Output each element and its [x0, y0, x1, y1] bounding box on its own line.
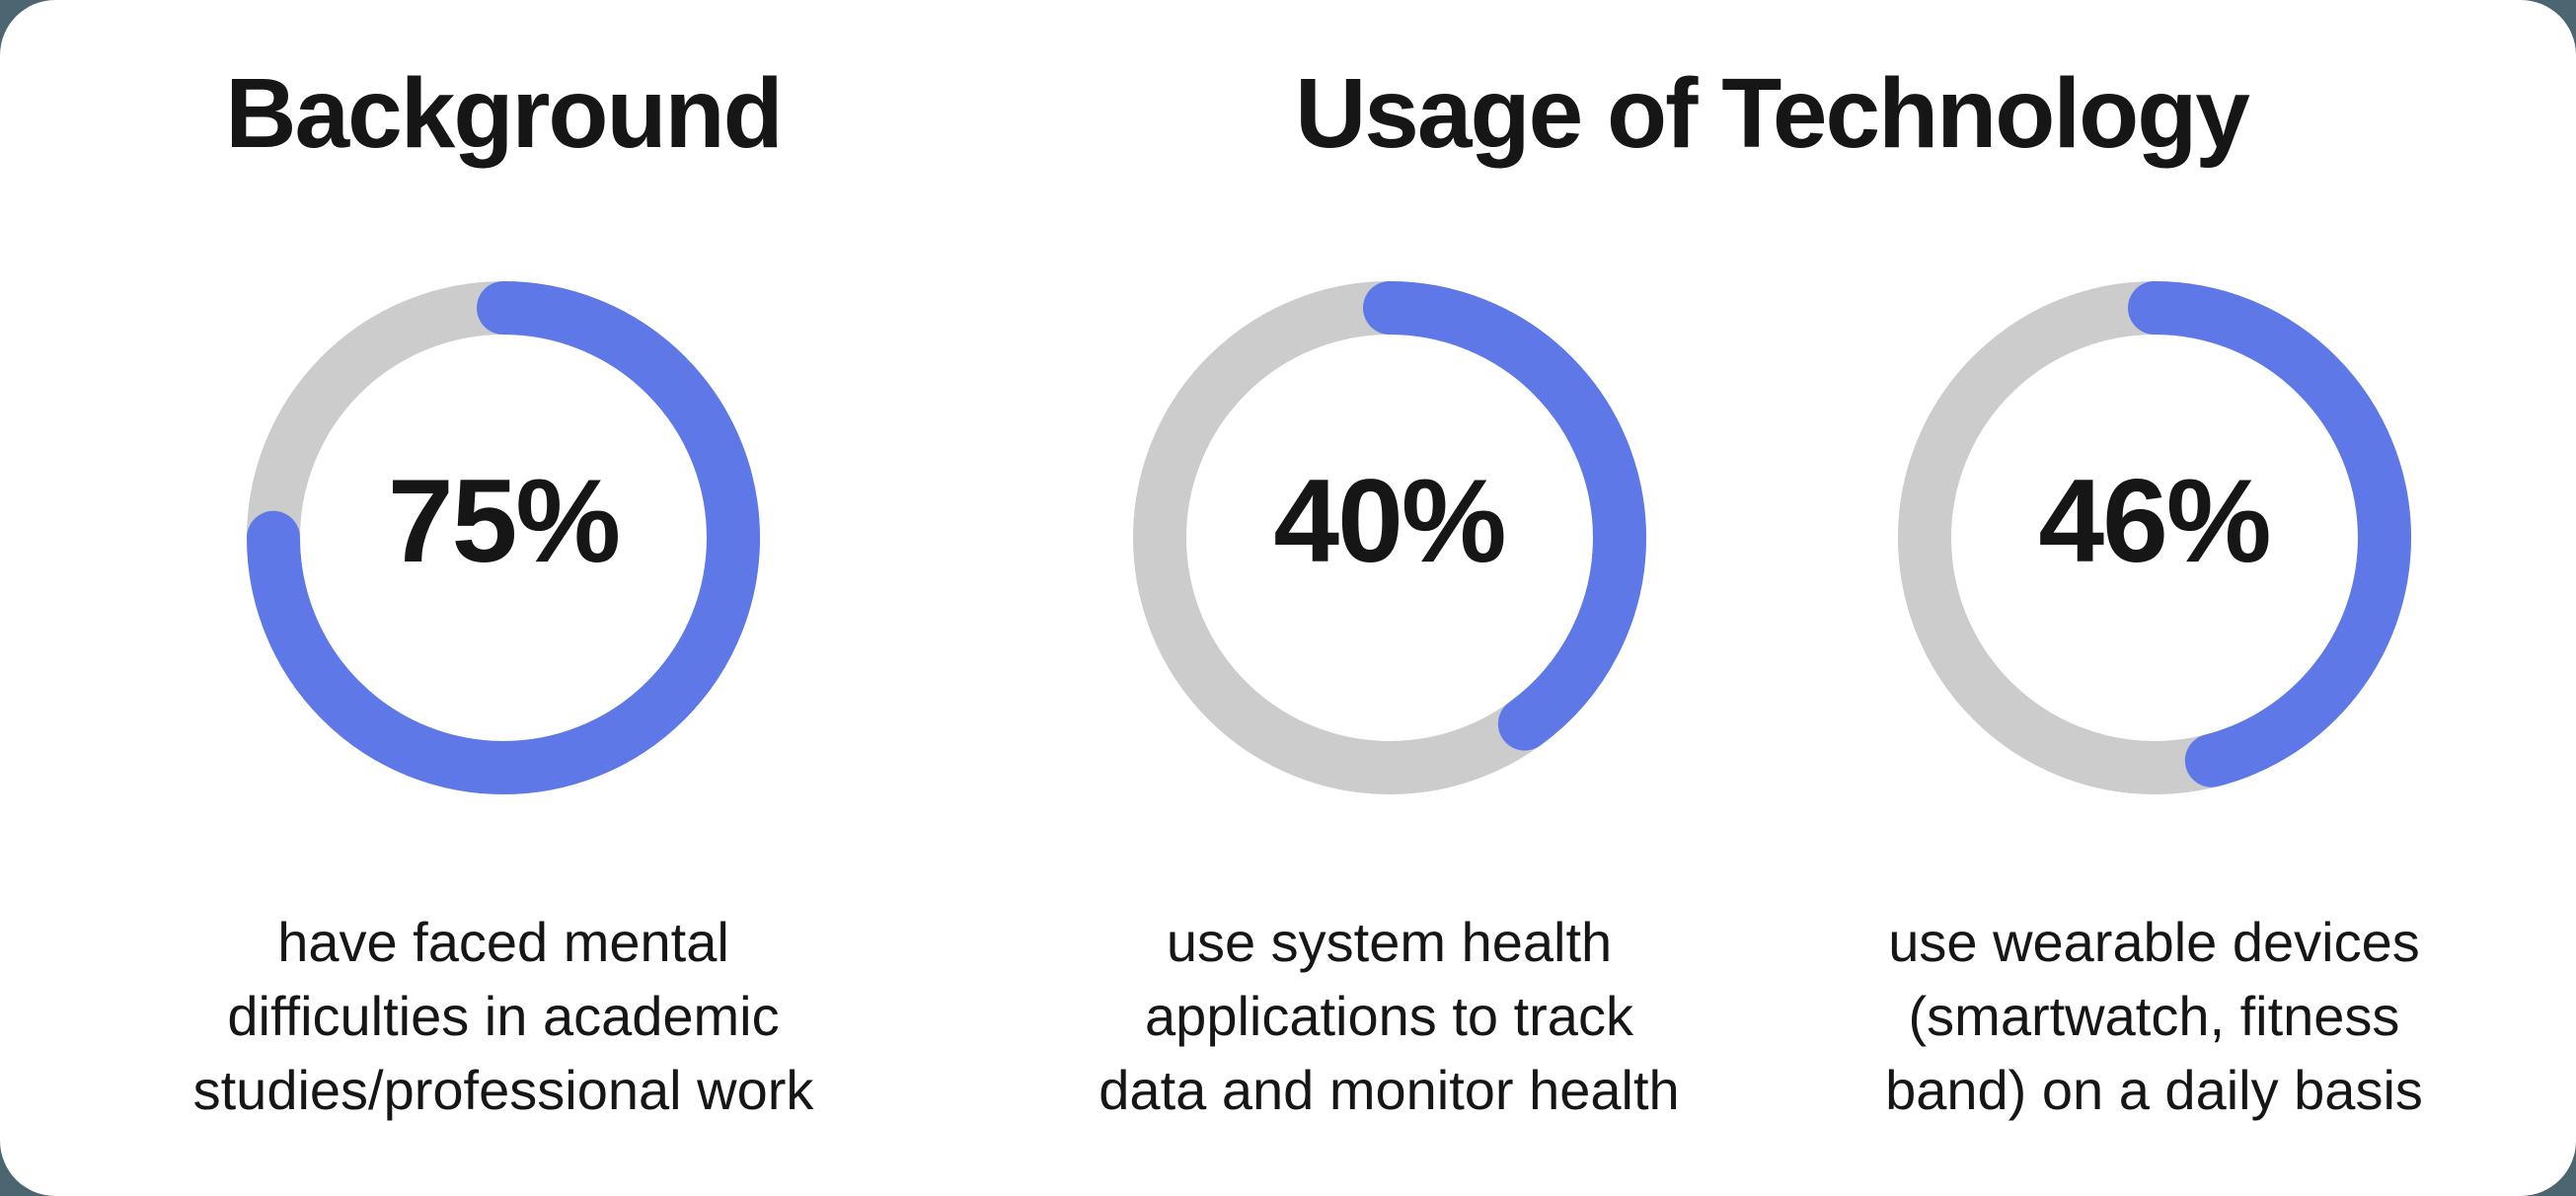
donut-percent-label: 46%	[2038, 455, 2271, 587]
stats-row-usage: 40% use system health applications to tr…	[1007, 281, 2537, 1127]
stat-block-mental-difficulties: 75% have faced mental difficulties in ac…	[0, 281, 1007, 1127]
donut-progress-arc	[1132, 281, 1646, 794]
stat-block-health-apps: 40% use system health applications to tr…	[1007, 281, 1772, 1127]
donut-chart-75: 75%	[247, 281, 760, 794]
section-background: Background 75% have faced mental difficu…	[0, 57, 1007, 1196]
stat-caption: use wearable devices (smartwatch, fitnes…	[1885, 911, 2423, 1122]
stat-block-wearables: 46% use wearable devices (smartwatch, fi…	[1772, 281, 2537, 1127]
donut-progress-arc	[1897, 281, 2411, 794]
stat-caption: have faced mental difficulties in academ…	[192, 911, 814, 1122]
donut-svg	[1897, 281, 2411, 794]
section-title-background: Background	[225, 58, 783, 169]
donut-svg	[1132, 281, 1646, 794]
section-title-usage: Usage of Technology	[1295, 58, 2250, 169]
section-usage-of-technology: Usage of Technology 40% use system healt…	[1007, 57, 2576, 1196]
donut-progress-arc	[247, 281, 760, 794]
donut-svg	[247, 281, 760, 794]
donut-percent-label: 75%	[387, 455, 621, 587]
donut-chart-40: 40%	[1132, 281, 1646, 794]
donut-percent-label: 40%	[1273, 455, 1506, 587]
stat-caption: use system health applications to track …	[1099, 911, 1680, 1122]
donut-chart-46: 46%	[1897, 281, 2411, 794]
stats-row-background: 75% have faced mental difficulties in ac…	[0, 281, 1007, 1127]
